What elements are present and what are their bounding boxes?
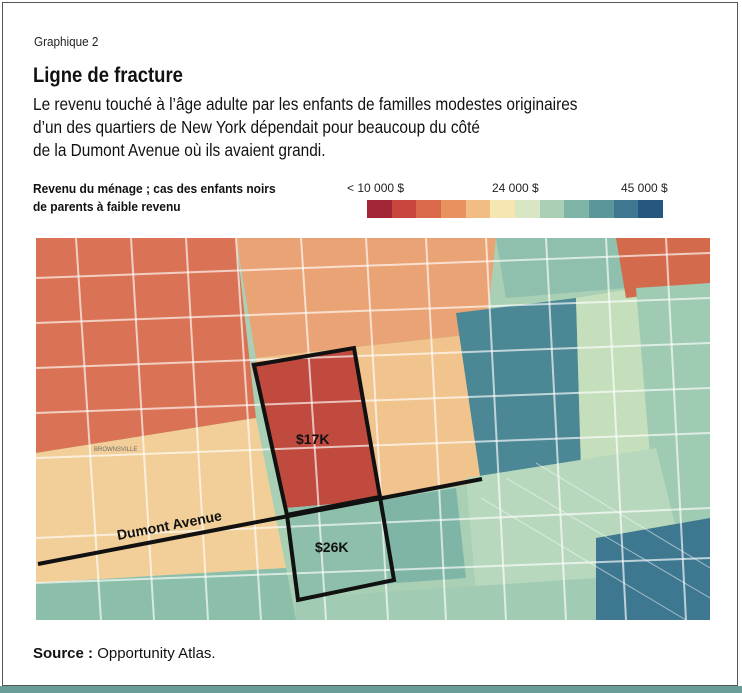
legend-tick-high: 45 000 $ [621, 181, 668, 195]
figure-title: Ligne de fracture [33, 64, 183, 87]
region-southwest-tan [36, 418, 286, 583]
street-grid [36, 238, 710, 620]
figure-subtitle: Le revenu touché à l’âge adulte par les … [33, 93, 667, 162]
subtitle-line: Le revenu touché à l’âge adulte par les … [33, 94, 578, 114]
minor-streets [480, 462, 710, 620]
legend-swatch [441, 200, 466, 218]
legend-swatch [465, 200, 491, 218]
region-west-orange [36, 238, 256, 453]
region-south-light-teal [296, 578, 596, 620]
south-block-value: $26K [315, 539, 348, 555]
legend-swatch [539, 200, 565, 218]
legend-tick-low: < 10 000 $ [347, 181, 405, 195]
income-map: BROWNSVILLE Dumont Avenue $17K $26K [36, 238, 710, 620]
legend-swatch [589, 200, 614, 218]
north-block-value: $17K [296, 431, 329, 447]
legend-swatch [416, 200, 442, 218]
legend-swatch [564, 200, 590, 218]
legend-tick-mid: 24 000 $ [492, 181, 539, 195]
legend-swatch [638, 200, 664, 218]
region-south-green [381, 488, 466, 583]
region-north-block-red [251, 348, 381, 508]
legend-title: Revenu du ménage ; cas des enfants noirs… [33, 180, 276, 216]
legend-title-line: Revenu du ménage ; cas des enfants noirs [33, 181, 276, 196]
subtitle-line: de la Dumont Avenue où ils avaient grand… [33, 140, 326, 160]
region-east-light-green [576, 288, 656, 468]
figure-label: Graphique 2 [34, 34, 99, 49]
legend-swatch [490, 200, 516, 218]
source-note: Source : Opportunity Atlas. [33, 645, 216, 662]
south-block-outline [284, 494, 397, 603]
source-text: Opportunity Atlas. [97, 645, 216, 662]
region-north-teal [496, 238, 636, 298]
legend-swatch [515, 200, 540, 218]
dumont-avenue-line [37, 477, 483, 566]
legend-title-line: de parents à faible revenu [33, 199, 181, 214]
region-east-dark-teal [456, 298, 581, 483]
bottom-accent-bar [0, 686, 742, 693]
legend-swatch [367, 200, 392, 218]
source-label: Source : [33, 645, 94, 662]
legend-swatch [391, 200, 417, 218]
legend-swatch [613, 200, 639, 218]
place-label: BROWNSVILLE [94, 447, 137, 453]
legend-color-scale [367, 200, 664, 218]
subtitle-line: d’un des quartiers de New York dépendait… [33, 117, 480, 137]
